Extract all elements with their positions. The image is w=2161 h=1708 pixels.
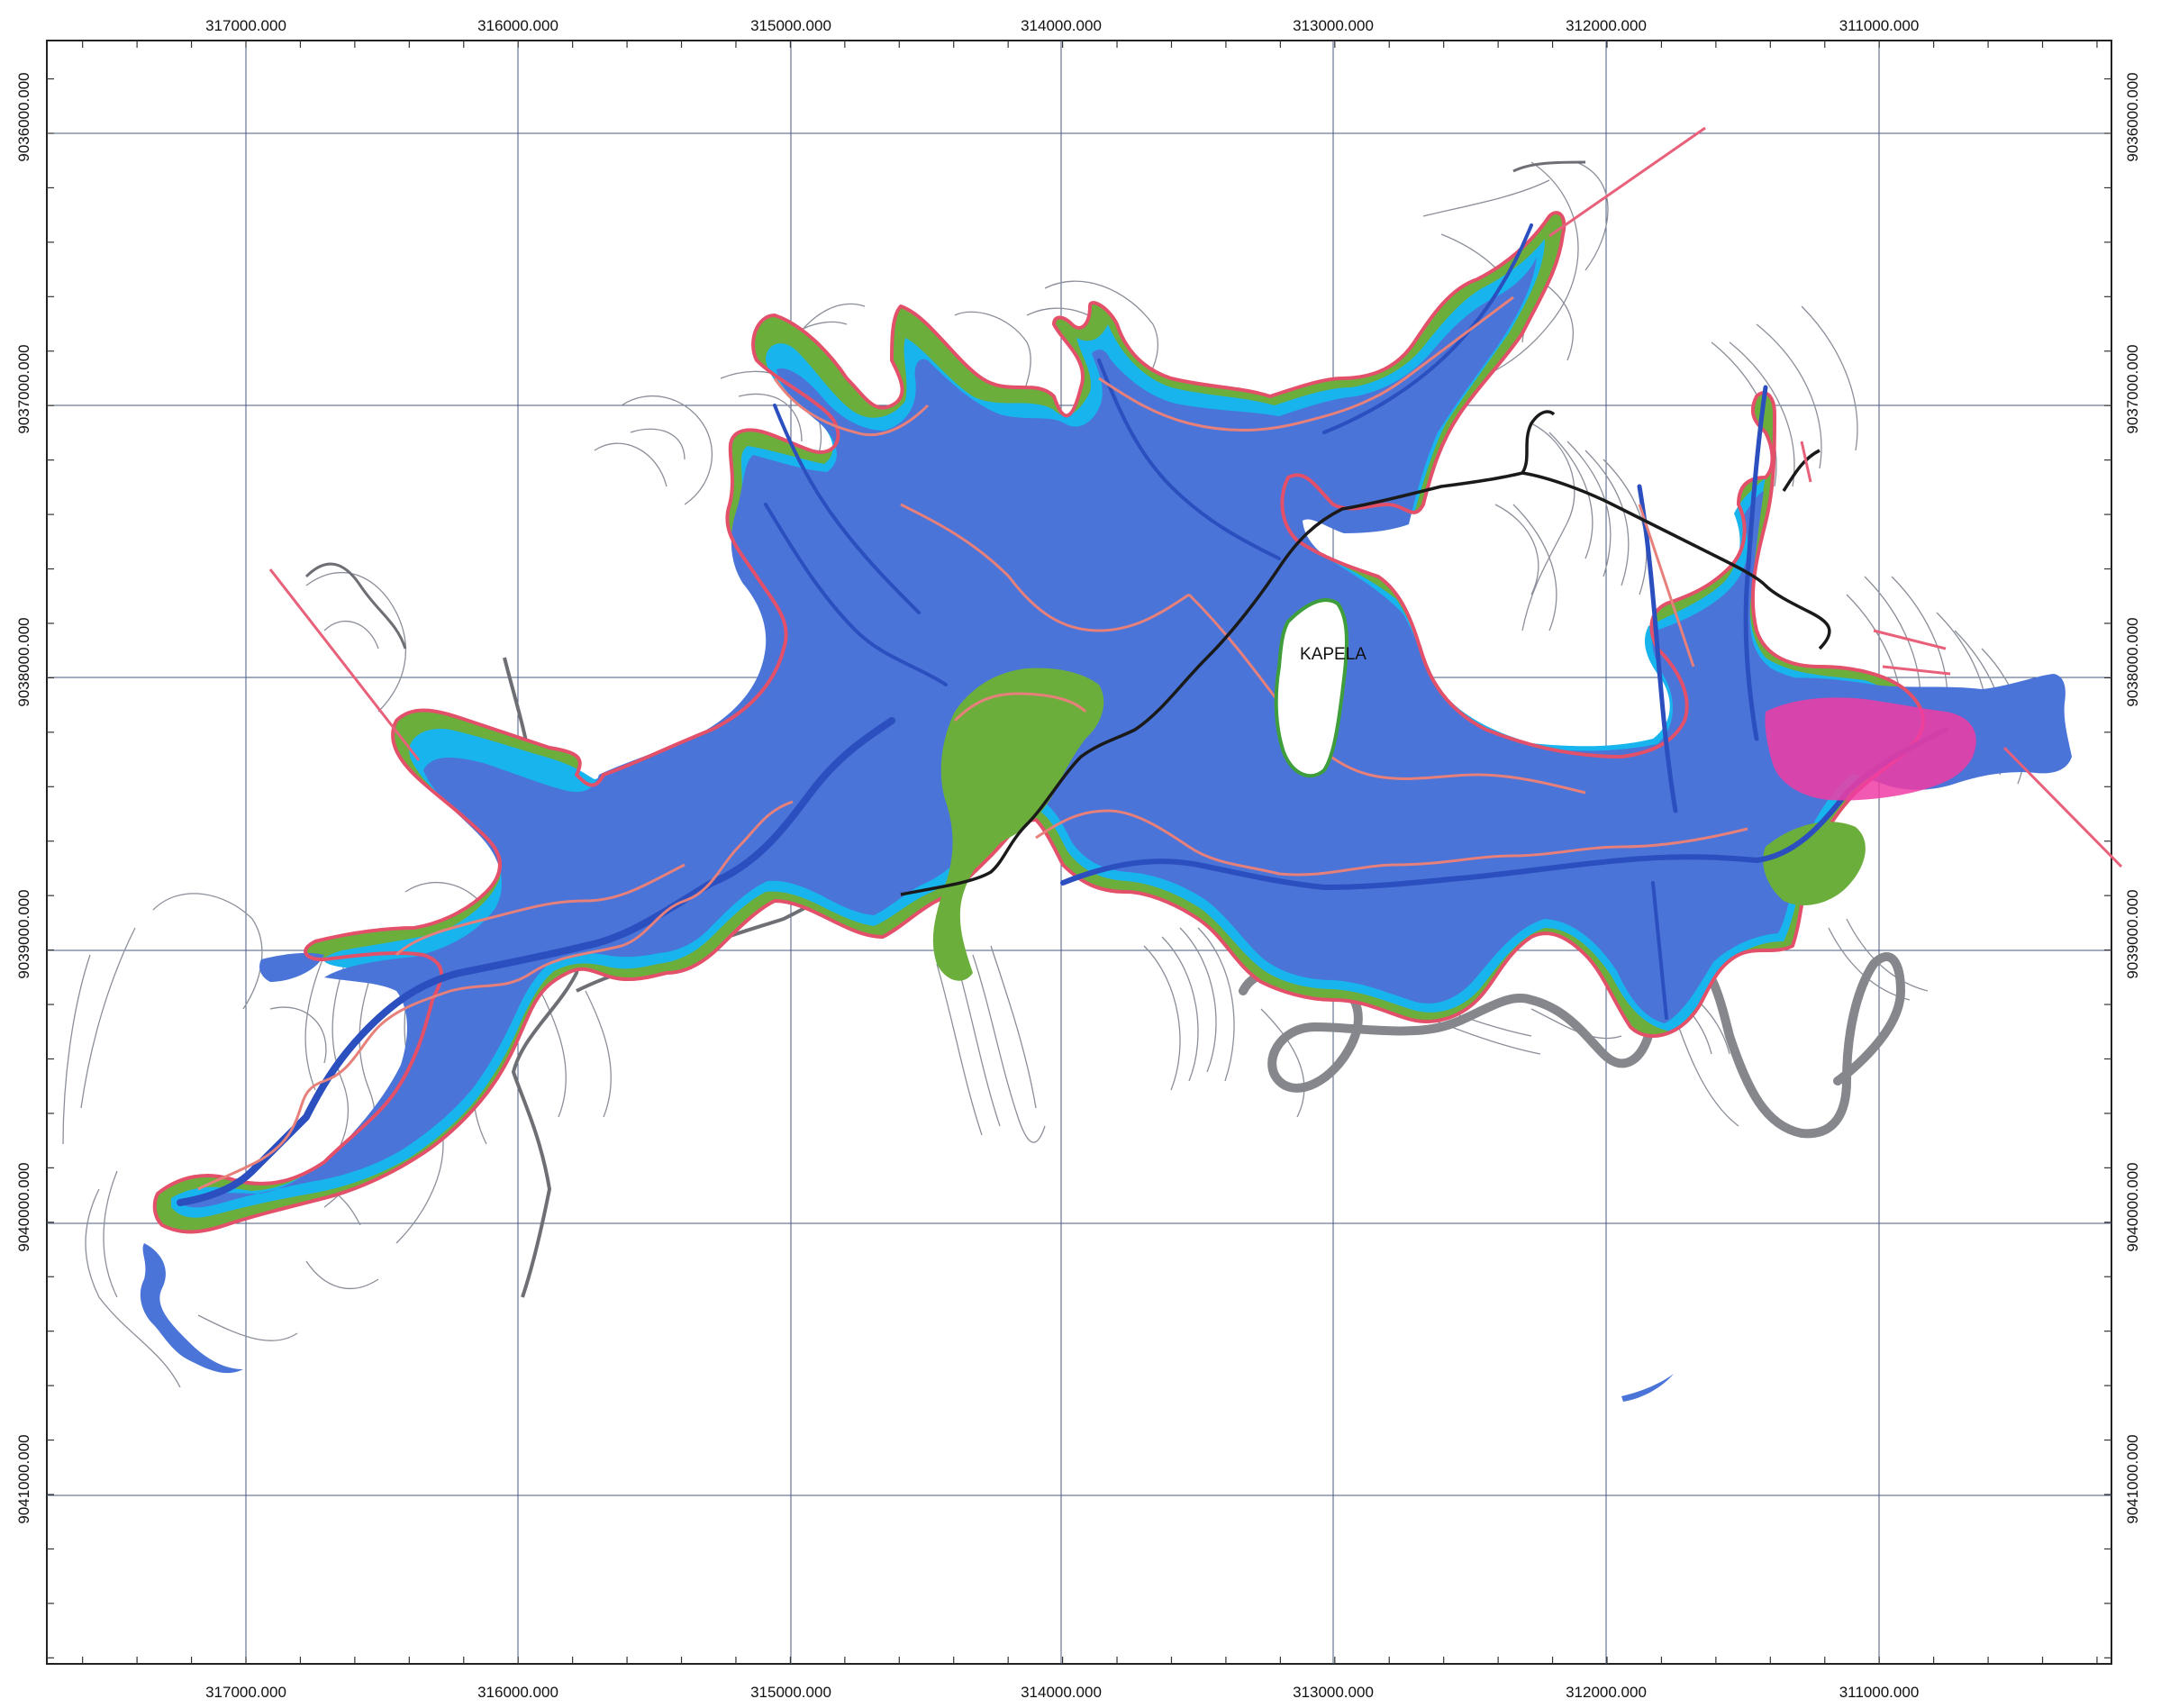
elevation-line: [900, 503, 1190, 632]
kapela-island: [1274, 598, 1348, 778]
elevation-line: [773, 377, 930, 437]
easting-label: 314000.000: [1021, 17, 1102, 34]
easting-label: 312000.000: [1566, 17, 1647, 34]
easting-label: 316000.000: [477, 1684, 558, 1701]
river-channel: [764, 503, 948, 686]
track-line: [1521, 471, 1831, 650]
northing-label: 9037000.000: [2124, 344, 2141, 433]
northing-label: 9041000.000: [15, 1434, 32, 1523]
survey-line-dam: [1800, 441, 1812, 483]
reservoir: [140, 211, 2072, 1402]
river-channel: [773, 404, 921, 614]
survey-line-dam: [1882, 665, 1951, 676]
easting-label: 312000.000: [1566, 1684, 1647, 1701]
river-channel: [1637, 484, 1678, 813]
northing-label: 9039000.000: [2124, 889, 2141, 978]
northing-label: 9040000.000: [2124, 1162, 2141, 1251]
elevation-line: [1098, 295, 1514, 432]
survey-line-northeast: [1548, 126, 1706, 238]
place-label-kapela: KAPELA: [1300, 645, 1367, 664]
detached-pond: [1621, 1374, 1674, 1402]
black-tracks: [900, 410, 1831, 896]
frame-ticks: [47, 41, 2111, 1664]
river-channel: [1097, 359, 1281, 560]
easting-label: 313000.000: [1293, 17, 1374, 34]
easting-label: 315000.000: [750, 1684, 831, 1701]
survey-line-east: [2002, 746, 2123, 868]
map-frame: [46, 40, 2112, 1665]
easting-label: 316000.000: [477, 17, 558, 34]
main-road: [1239, 952, 1905, 1139]
easting-label: 317000.000: [205, 17, 286, 34]
river-channel: [1322, 223, 1533, 434]
northing-label: 9038000.000: [2124, 617, 2141, 706]
river-channel: [1651, 881, 1668, 1020]
river-channel: [1743, 385, 1768, 741]
elevation-line: [1187, 593, 1586, 795]
elevation-line: [953, 692, 1087, 722]
peninsula: [932, 668, 1104, 981]
easting-label: 315000.000: [750, 17, 831, 34]
survey-line-west: [268, 568, 421, 761]
northing-labels-right: 9036000.000 9037000.000 9038000.000 9039…: [2124, 72, 2141, 1523]
southwest-stream: [140, 1243, 243, 1374]
pipeline: [304, 562, 407, 650]
northing-label: 9038000.000: [15, 617, 32, 706]
northing-label: 9036000.000: [15, 72, 32, 161]
easting-labels-top: 317000.000 316000.000 315000.000 314000.…: [205, 17, 1919, 34]
easting-label: 313000.000: [1293, 1684, 1374, 1701]
northing-label: 9039000.000: [15, 889, 32, 978]
survey-line-dam: [1873, 629, 1947, 650]
survey-lines: [268, 126, 2123, 868]
river-channel: [1060, 727, 1948, 890]
reservoir-outline: [152, 211, 1925, 1234]
northing-label: 9041000.000: [2124, 1434, 2141, 1523]
easting-label: 311000.000: [1839, 1684, 1920, 1701]
track-road: [1512, 160, 1586, 173]
track-line: [1782, 449, 1821, 492]
track-line: [900, 410, 1556, 896]
elevation-line: [395, 863, 686, 957]
northing-label: 9040000.000: [15, 1162, 32, 1251]
easting-label: 314000.000: [1021, 1684, 1102, 1701]
west-inlet: [259, 952, 324, 982]
easting-label: 311000.000: [1839, 17, 1920, 34]
east-bank-zone: [1763, 822, 1866, 905]
northing-label: 9037000.000: [15, 344, 32, 433]
easting-label: 317000.000: [205, 1684, 286, 1701]
northing-label: 9036000.000: [2124, 72, 2141, 161]
dam-site: [1765, 697, 1976, 801]
northing-labels-left: 9036000.000 9037000.000 9038000.000 9039…: [15, 72, 32, 1523]
elevation-line: [197, 800, 794, 1191]
elevation-line: [1638, 504, 1695, 668]
elevation-line: [1035, 809, 1748, 877]
easting-labels-bottom: 317000.000 316000.000 315000.000 314000.…: [205, 1684, 1919, 1701]
